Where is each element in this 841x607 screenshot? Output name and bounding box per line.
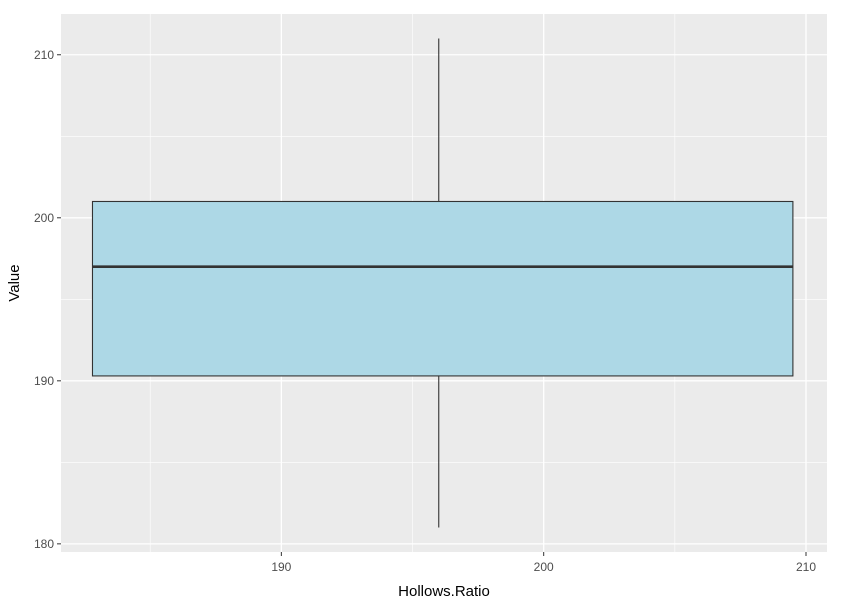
y-axis-ticks: 180 190 200 210: [34, 48, 61, 551]
interquartile-box: [91, 200, 794, 377]
x-tick-label: 190: [271, 560, 291, 574]
y-tick-label: 180: [34, 537, 54, 551]
y-tick-label: 190: [34, 374, 54, 388]
x-axis-title: Hollows.Ratio: [398, 583, 490, 600]
x-tick-label: 210: [796, 560, 816, 574]
boxplot-box: [91, 38, 794, 528]
x-axis-ticks: 190 200 210: [271, 552, 816, 574]
x-tick-label: 200: [534, 560, 554, 574]
y-tick-label: 210: [34, 48, 54, 62]
y-tick-label: 200: [34, 211, 54, 225]
y-axis-title: Value: [6, 264, 23, 301]
